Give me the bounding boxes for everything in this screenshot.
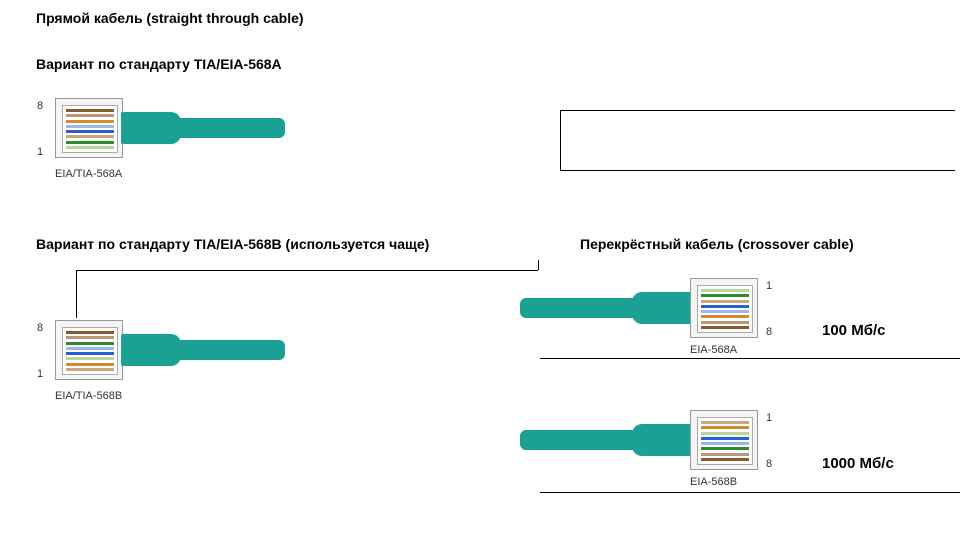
pin-8-label: 8 — [37, 100, 43, 112]
cable-boot — [121, 112, 181, 144]
title-variant-b: Вариант по стандарту TIA/EIA-568B (испол… — [36, 236, 429, 252]
box-left — [560, 110, 561, 170]
line-b-vertical — [76, 270, 77, 318]
line-b-vertical2 — [538, 260, 539, 270]
box-bottom — [560, 170, 955, 171]
cable-segment — [175, 340, 285, 360]
pin-8-label: 8 — [37, 322, 43, 334]
rj45-plug-568a-right — [690, 278, 758, 338]
connector-568a-crossover: 1 8 EIA-568A — [520, 278, 758, 338]
rj45-plug-568b — [55, 320, 123, 380]
cable-segment — [520, 298, 640, 318]
rj45-plug-568b-right — [690, 410, 758, 470]
pin-1-label: 1 — [37, 146, 43, 158]
connector-568b-crossover: 1 8 EIA-568B — [520, 410, 758, 470]
title-variant-a: Вариант по стандарту TIA/EIA-568A — [36, 56, 282, 72]
cable-boot — [632, 292, 692, 324]
cable-boot — [121, 334, 181, 366]
speed-100: 100 Мб/с — [822, 322, 885, 339]
caption-568a-right: EIA-568A — [690, 344, 737, 356]
pin-8-label: 8 — [766, 326, 772, 338]
connector-568a-straight: 8 1 EIA/TIA-568A — [55, 98, 123, 158]
pin-1-label: 1 — [766, 412, 772, 424]
box-top — [560, 110, 955, 111]
caption-568b-right: EIA-568B — [690, 476, 737, 488]
connector-568b-straight: 8 1 EIA/TIA-568B — [55, 320, 123, 380]
caption-568a: EIA/TIA-568A — [55, 168, 122, 180]
underline-100 — [540, 358, 960, 359]
title-crossover: Перекрёстный кабель (crossover cable) — [580, 236, 854, 252]
rj45-plug-568a — [55, 98, 123, 158]
pin-8-label: 8 — [766, 458, 772, 470]
underline-1000 — [540, 492, 960, 493]
cable-boot — [632, 424, 692, 456]
speed-1000: 1000 Мб/с — [822, 455, 894, 472]
caption-568b: EIA/TIA-568B — [55, 390, 122, 402]
title-main: Прямой кабель (straight through cable) — [36, 10, 304, 26]
pin-1-label: 1 — [766, 280, 772, 292]
cable-segment — [520, 430, 640, 450]
cable-segment — [175, 118, 285, 138]
line-b-horizontal — [76, 270, 538, 271]
pin-1-label: 1 — [37, 368, 43, 380]
